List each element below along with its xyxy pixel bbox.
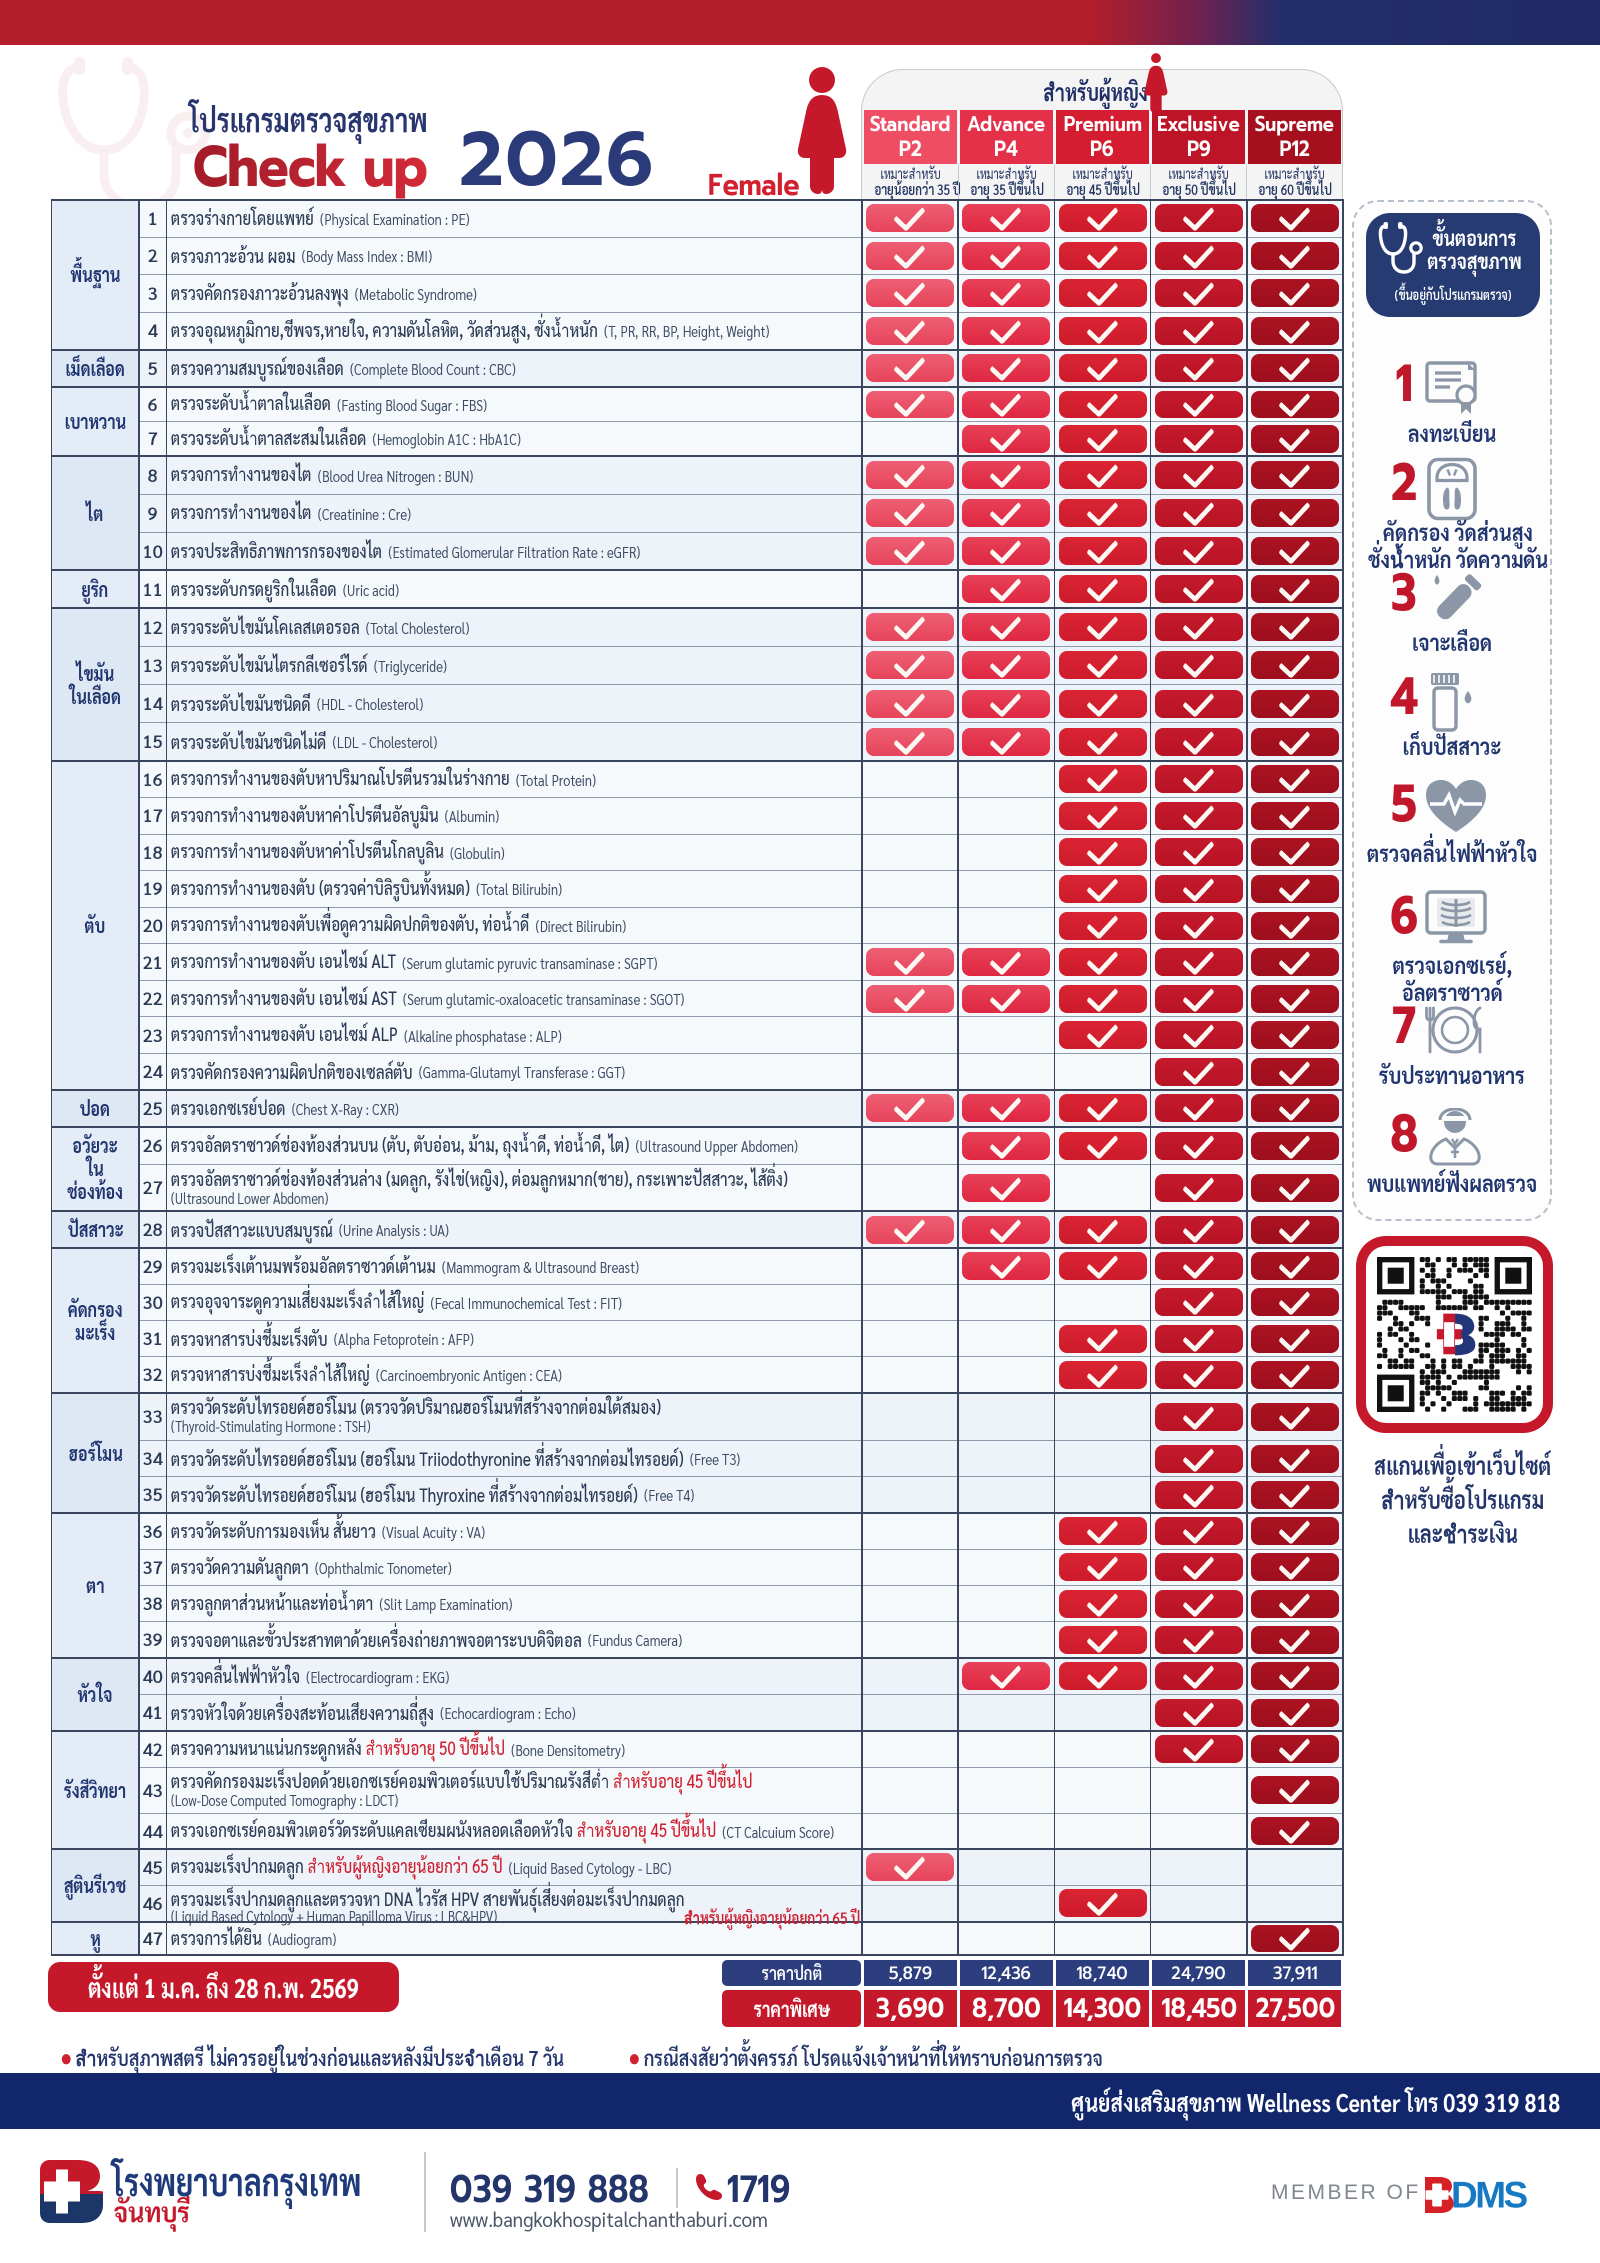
svg-text:DMS: DMS [1451, 2176, 1528, 2214]
